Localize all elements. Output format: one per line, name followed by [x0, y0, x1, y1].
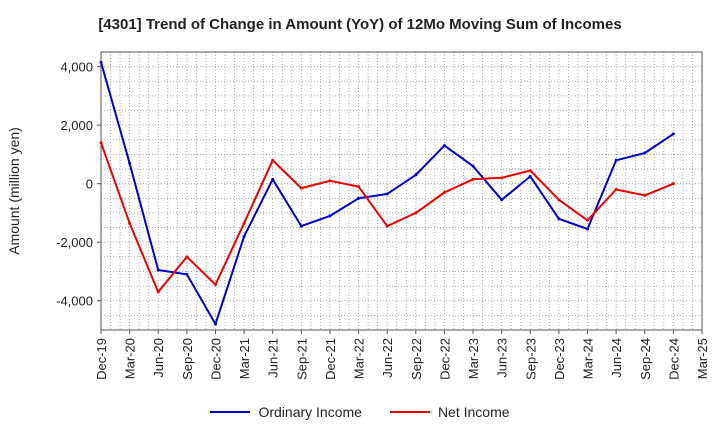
x-tick-label: Mar-20: [123, 338, 138, 379]
grid-lines: [100, 51, 703, 330]
x-tick-label: Jun-24: [609, 338, 624, 378]
x-tick-label: Mar-25: [695, 338, 710, 379]
legend-label-ordinary-income: Ordinary Income: [258, 404, 362, 420]
data-point: [557, 198, 561, 202]
plot-frame: [100, 51, 703, 331]
data-point: [99, 141, 103, 145]
data-point: [128, 221, 132, 225]
x-tick-label: Mar-24: [581, 338, 596, 379]
y-tick-label: -4,000: [56, 294, 93, 309]
data-point: [156, 290, 160, 294]
data-point: [156, 268, 160, 272]
data-point: [328, 214, 332, 218]
x-tick-label: Dec-22: [437, 338, 452, 380]
y-axis-label: Amount (million yen): [6, 127, 22, 255]
legend-item-ordinary-income: Ordinary Income: [210, 404, 362, 420]
data-point: [614, 188, 618, 192]
x-tick-label: Sep-24: [638, 338, 653, 380]
x-tick-label: Mar-23: [466, 338, 481, 379]
x-tick-label: Jun-23: [495, 338, 510, 378]
y-axis-ticks: -4,000 -2,000 0 2,000 4,000: [56, 60, 101, 309]
x-tick-label: Sep-20: [180, 338, 195, 380]
data-point: [500, 176, 504, 180]
data-point: [643, 151, 647, 155]
x-tick-label: Dec-23: [552, 338, 567, 380]
x-tick-label: Mar-21: [237, 338, 252, 379]
x-tick-label: Jun-21: [266, 338, 281, 378]
x-tick-label: Sep-22: [409, 338, 424, 380]
data-point: [242, 221, 246, 225]
data-point: [357, 196, 361, 200]
legend: Ordinary Income Net Income: [0, 404, 720, 420]
data-point: [385, 224, 389, 228]
data-point: [614, 158, 618, 162]
data-point: [414, 173, 418, 177]
data-point: [500, 198, 504, 202]
data-point: [442, 190, 446, 194]
x-axis-ticks: Dec-19 Mar-20 Jun-20 Sep-20 Dec-20 Mar-21 Jun-…: [94, 330, 710, 380]
data-point: [299, 186, 303, 190]
legend-swatch-net-income: [389, 411, 430, 413]
legend-label-net-income: Net Income: [437, 404, 510, 420]
series-group: [99, 60, 675, 326]
x-tick-label: Jun-22: [380, 338, 395, 378]
x-tick-label: Dec-21: [323, 338, 338, 380]
data-point: [471, 164, 475, 168]
data-point: [213, 322, 217, 326]
data-point: [414, 211, 418, 215]
axes: [100, 51, 703, 331]
x-tick-label: Dec-20: [208, 338, 223, 380]
data-point: [385, 192, 389, 196]
data-point: [471, 177, 475, 181]
data-point: [586, 218, 590, 222]
x-tick-label: Sep-21: [294, 338, 309, 380]
y-tick-label: 0: [86, 177, 93, 192]
chart-title: [4301] Trend of Change in Amount (YoY) o…: [98, 16, 622, 33]
data-point: [586, 227, 590, 231]
data-point: [128, 161, 132, 165]
data-point: [671, 132, 675, 136]
x-tick-label: Dec-24: [666, 338, 681, 380]
data-point: [528, 169, 532, 173]
y-tick-label: 2,000: [60, 118, 93, 133]
data-point: [328, 179, 332, 183]
data-point: [643, 193, 647, 197]
data-point: [271, 158, 275, 162]
data-point: [213, 283, 217, 287]
data-point: [99, 60, 103, 64]
x-tick-label: Dec-19: [94, 338, 109, 380]
y-tick-label: -2,000: [56, 235, 93, 250]
x-tick-label: Jun-20: [151, 338, 166, 378]
data-point: [357, 185, 361, 189]
y-tick-label: 4,000: [60, 60, 93, 75]
data-point: [185, 272, 189, 276]
data-point: [242, 234, 246, 238]
x-tick-label: Mar-22: [352, 338, 367, 379]
data-point: [442, 144, 446, 148]
x-tick-label: Sep-23: [523, 338, 538, 380]
data-point: [671, 182, 675, 186]
data-point: [557, 217, 561, 221]
data-point: [528, 174, 532, 178]
data-point: [271, 177, 275, 181]
data-point: [185, 255, 189, 259]
data-point: [299, 224, 303, 228]
legend-item-net-income: Net Income: [389, 404, 510, 420]
legend-swatch-ordinary-income: [210, 411, 251, 413]
